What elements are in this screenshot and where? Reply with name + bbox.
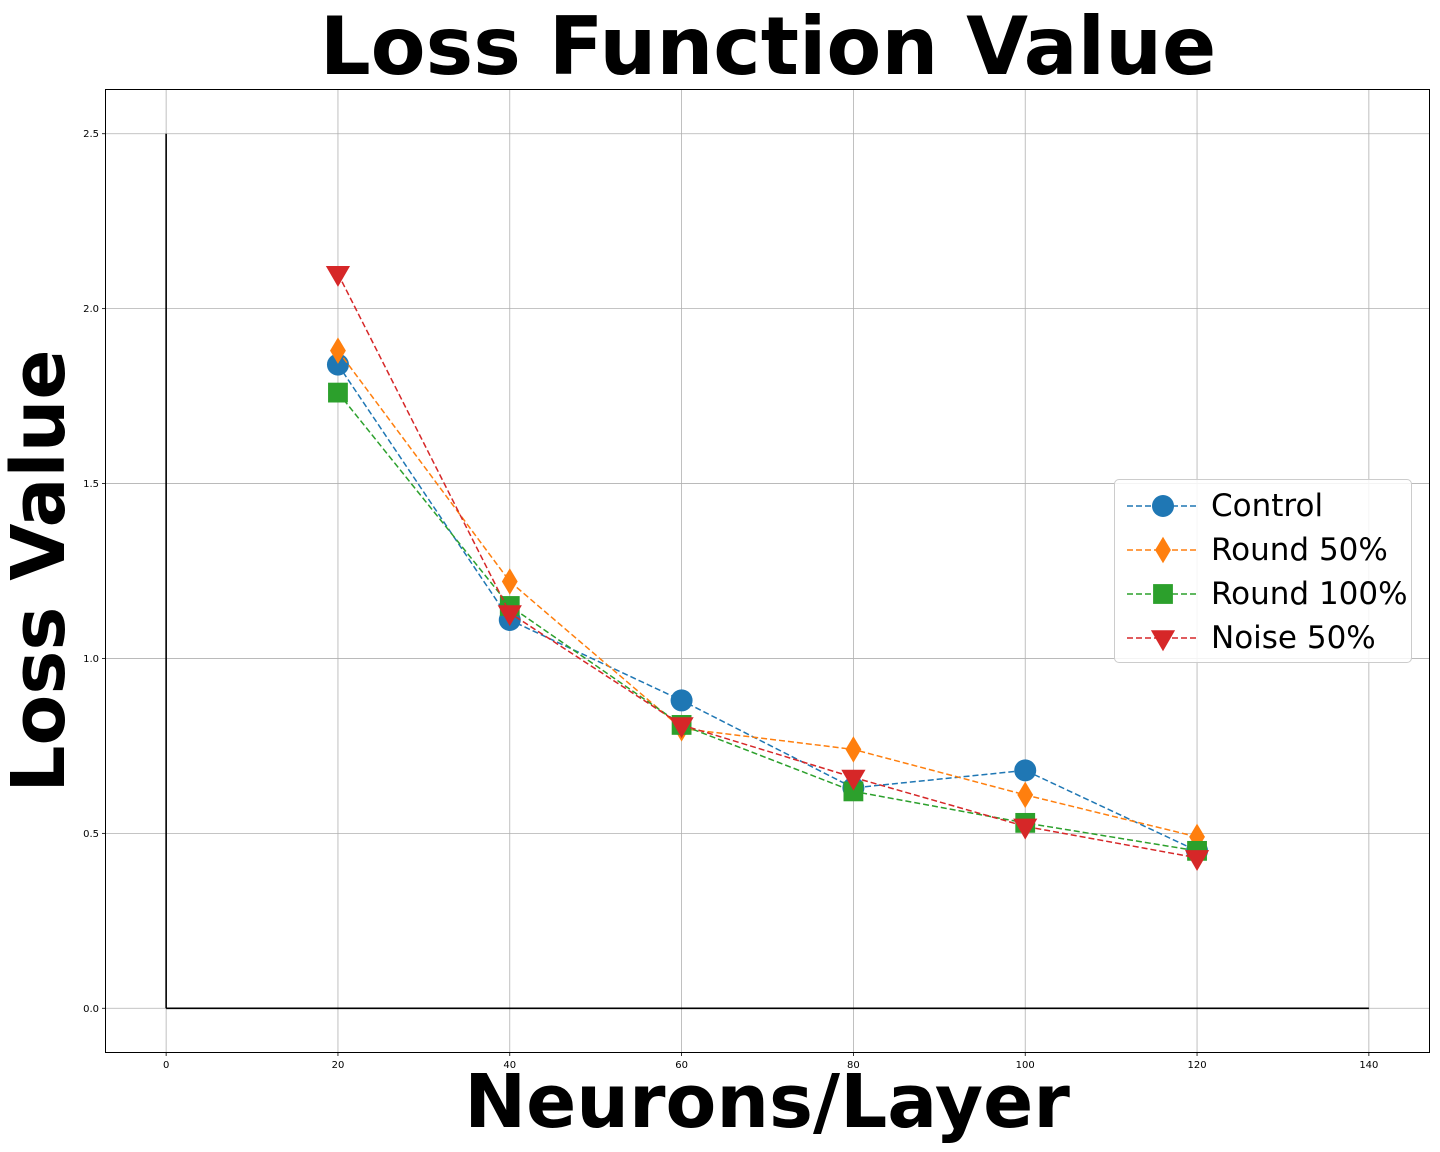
legend-item-round-100: Round 100% <box>1115 572 1413 616</box>
data-point-round-50 <box>1017 781 1034 809</box>
x-tick-label: 80 <box>847 1060 860 1071</box>
y-tick-label: 1.5 <box>83 479 99 490</box>
data-point-round-100 <box>328 382 348 403</box>
legend-label: Round 100% <box>1211 576 1408 612</box>
data-point-control <box>670 689 693 712</box>
legend-swatch-noise-50 <box>1127 630 1199 652</box>
data-point-noise-50 <box>497 605 522 627</box>
x-tick-label: 60 <box>675 1060 688 1071</box>
y-tick-label: 2.5 <box>83 129 99 140</box>
data-point-round-100 <box>843 781 864 802</box>
data-point-noise-50 <box>669 717 694 739</box>
data-point-round-50 <box>501 568 518 595</box>
legend-label: Round 50% <box>1211 532 1388 568</box>
chart-title: Loss Function Value <box>319 0 1217 93</box>
legend-swatch-round-50 <box>1127 536 1199 564</box>
data-point-control <box>1014 759 1037 782</box>
x-tick-label: 40 <box>503 1060 516 1071</box>
x-tick-label: 20 <box>332 1060 345 1071</box>
series-line-control <box>337 364 1198 852</box>
y-tick-label: 1.0 <box>83 654 99 665</box>
legend-item-round-50: Round 50% <box>1115 528 1413 572</box>
y-tick-label: 0.0 <box>83 1004 99 1015</box>
x-tick-label: 140 <box>1359 1060 1378 1071</box>
legend-swatch-round-100 <box>1127 584 1199 604</box>
data-point-round-50 <box>845 736 862 763</box>
x-tick-label: 0 <box>163 1060 169 1071</box>
legend-label: Noise 50% <box>1211 620 1376 656</box>
legend-marker <box>1155 536 1171 564</box>
data-point-round-50 <box>330 337 346 364</box>
legend-swatch-control <box>1127 495 1199 517</box>
legend-marker <box>1152 495 1174 517</box>
series-line-round-50 <box>337 350 1198 838</box>
x-tick-label: 120 <box>1187 1060 1206 1071</box>
x-tick-label: 100 <box>1016 1060 1035 1071</box>
chart-legend: Control Round 50% Round 100% Noise 50% <box>1114 479 1412 663</box>
legend-marker <box>1150 630 1176 652</box>
legend-item-noise-50: Noise 50% <box>1115 616 1413 660</box>
y-tick-label: 0.5 <box>83 829 99 840</box>
data-point-noise-50 <box>1013 818 1038 840</box>
legend-item-control: Control <box>1115 484 1413 528</box>
series-line-noise-50 <box>337 273 1198 859</box>
plot-frame <box>105 89 1430 1053</box>
y-tick-label: 2.0 <box>83 304 99 315</box>
data-point-noise-50 <box>325 265 351 287</box>
data-point-noise-50 <box>841 769 866 791</box>
x-axis-label: Neurons/Layer <box>464 1059 1070 1145</box>
y-axis-label: Loss Value <box>0 349 82 792</box>
data-point-noise-50 <box>1184 850 1210 872</box>
legend-label: Control <box>1211 488 1324 524</box>
series-line-round-100 <box>337 392 1198 852</box>
legend-marker <box>1153 584 1173 604</box>
